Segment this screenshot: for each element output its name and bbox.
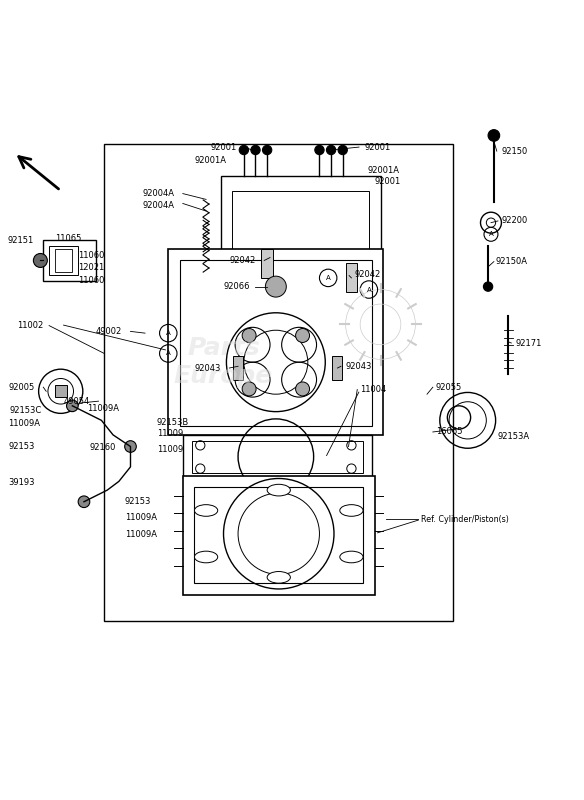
Text: 49002: 49002 (96, 327, 122, 336)
Text: A: A (367, 286, 371, 293)
Ellipse shape (194, 505, 218, 516)
Bar (221, 176, 381, 258)
Text: 92151: 92151 (7, 236, 33, 245)
Text: 92001: 92001 (211, 142, 237, 151)
Circle shape (315, 146, 324, 154)
Text: 92153A: 92153A (498, 431, 530, 441)
Circle shape (242, 382, 256, 396)
Text: 92042: 92042 (230, 256, 255, 265)
Text: 92153C: 92153C (10, 406, 42, 415)
Text: 92153: 92153 (124, 498, 151, 506)
Bar (194, 487, 363, 583)
Text: A: A (326, 275, 331, 281)
Circle shape (242, 329, 256, 342)
Text: 92004A: 92004A (142, 201, 174, 210)
Text: 12021: 12021 (78, 263, 105, 272)
Text: 11004: 11004 (360, 385, 387, 394)
Circle shape (67, 400, 78, 412)
Text: 49054: 49054 (64, 397, 90, 406)
Bar (55, 386, 67, 397)
Text: 92200: 92200 (502, 217, 528, 226)
Text: Parts
Europe: Parts Europe (174, 336, 273, 388)
Circle shape (251, 146, 260, 154)
Text: 39193: 39193 (8, 478, 34, 487)
Bar (49, 246, 78, 275)
Text: Ref. Cylinder/Piston(s): Ref. Cylinder/Piston(s) (421, 514, 509, 524)
Text: A: A (166, 330, 171, 336)
Ellipse shape (340, 551, 363, 562)
Text: 92171: 92171 (516, 338, 542, 347)
Text: 11060: 11060 (78, 251, 105, 260)
Circle shape (484, 282, 493, 291)
Text: 92153: 92153 (8, 442, 34, 451)
Ellipse shape (340, 505, 363, 516)
Circle shape (488, 130, 500, 142)
Bar (346, 263, 357, 293)
Bar (168, 249, 384, 435)
Ellipse shape (194, 551, 218, 562)
Text: 11009: 11009 (157, 430, 183, 438)
Bar (332, 356, 342, 380)
Text: 92001A: 92001A (194, 156, 227, 165)
Text: 11009A: 11009A (87, 404, 119, 414)
Text: 11009A: 11009A (124, 530, 157, 539)
Text: 92004A: 92004A (142, 189, 174, 198)
Text: 92001: 92001 (375, 178, 401, 186)
Text: 92005: 92005 (8, 382, 34, 392)
Text: A: A (166, 350, 171, 357)
Text: 92043: 92043 (346, 362, 372, 370)
Bar (232, 190, 369, 249)
Text: 16065: 16065 (436, 427, 463, 437)
Circle shape (262, 146, 272, 154)
Ellipse shape (267, 571, 290, 583)
Text: 92150: 92150 (502, 146, 528, 156)
Text: 11009A: 11009A (8, 418, 40, 428)
Ellipse shape (267, 484, 290, 496)
Text: 92001A: 92001A (368, 166, 399, 175)
Circle shape (78, 496, 90, 507)
Bar (192, 441, 363, 473)
Circle shape (239, 146, 249, 154)
Text: A: A (489, 231, 493, 238)
Circle shape (265, 276, 286, 297)
Text: 92042: 92042 (354, 270, 381, 279)
Text: 11060: 11060 (78, 276, 105, 286)
Text: 11009: 11009 (157, 445, 183, 454)
Bar (43, 240, 96, 281)
Circle shape (33, 254, 47, 267)
Text: 92153B: 92153B (157, 418, 189, 426)
Circle shape (296, 382, 310, 396)
Text: 92066: 92066 (223, 282, 250, 291)
Bar (180, 261, 372, 426)
Text: 11065: 11065 (55, 234, 81, 243)
Bar (234, 356, 243, 380)
Circle shape (338, 146, 347, 154)
Bar (183, 475, 375, 594)
Bar (105, 144, 453, 621)
Text: 92150A: 92150A (496, 257, 527, 266)
Circle shape (296, 329, 310, 342)
Text: 11002: 11002 (17, 321, 43, 330)
Bar (55, 249, 72, 272)
Text: 92160: 92160 (89, 443, 116, 452)
Text: 92055: 92055 (436, 382, 462, 392)
Bar (183, 435, 372, 478)
Bar (261, 249, 273, 278)
Circle shape (326, 146, 336, 154)
Text: 11009A: 11009A (124, 513, 157, 522)
Text: 92001: 92001 (365, 142, 391, 151)
Text: 92043: 92043 (194, 363, 221, 373)
Circle shape (124, 441, 136, 452)
